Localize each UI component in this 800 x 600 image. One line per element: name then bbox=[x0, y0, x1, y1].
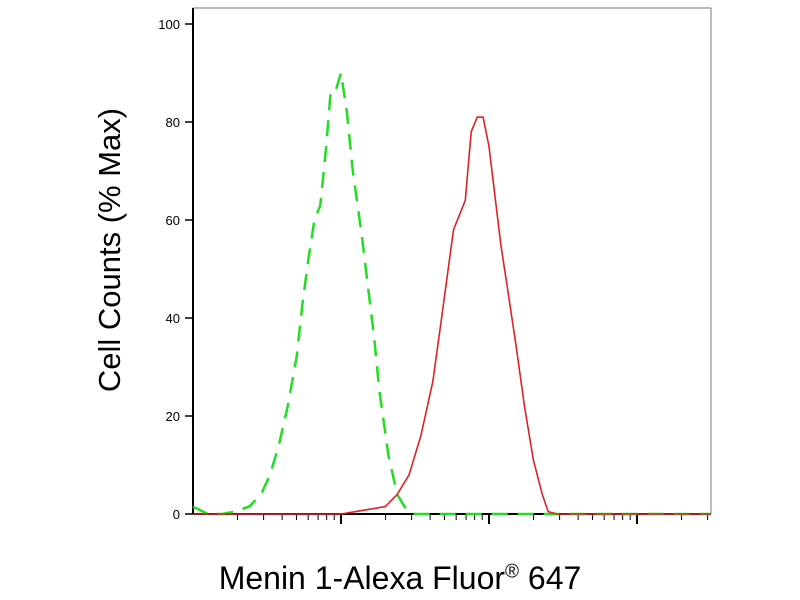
series-solid-curve bbox=[193, 116, 711, 515]
x-axis-label: Menin 1-Alexa Fluor® 647 bbox=[0, 560, 800, 597]
x-axis-label-suffix: 647 bbox=[527, 560, 582, 596]
series-dashed-curve bbox=[192, 71, 711, 516]
series-layer bbox=[192, 71, 711, 516]
y-tick-label-100: 100 bbox=[158, 17, 180, 32]
x-axis-label-registered-mark: ® bbox=[505, 561, 520, 583]
y-tick-label-60: 60 bbox=[166, 213, 180, 228]
y-axis-label: Cell Counts (% Max) bbox=[92, 108, 127, 392]
y-tick-label-20: 20 bbox=[166, 409, 180, 424]
x-axis-label-space bbox=[519, 560, 528, 596]
y-tick-label-80: 80 bbox=[166, 115, 180, 130]
x-axis-ticks bbox=[237, 514, 709, 524]
x-axis-label-text: Menin 1-Alexa Fluor bbox=[218, 560, 506, 596]
y-tick-label-40: 40 bbox=[166, 311, 180, 326]
plot-frame bbox=[192, 7, 712, 515]
y-tick-label-0: 0 bbox=[173, 507, 180, 522]
y-axis-ticks: 0 20 40 60 80 100 bbox=[158, 17, 193, 522]
